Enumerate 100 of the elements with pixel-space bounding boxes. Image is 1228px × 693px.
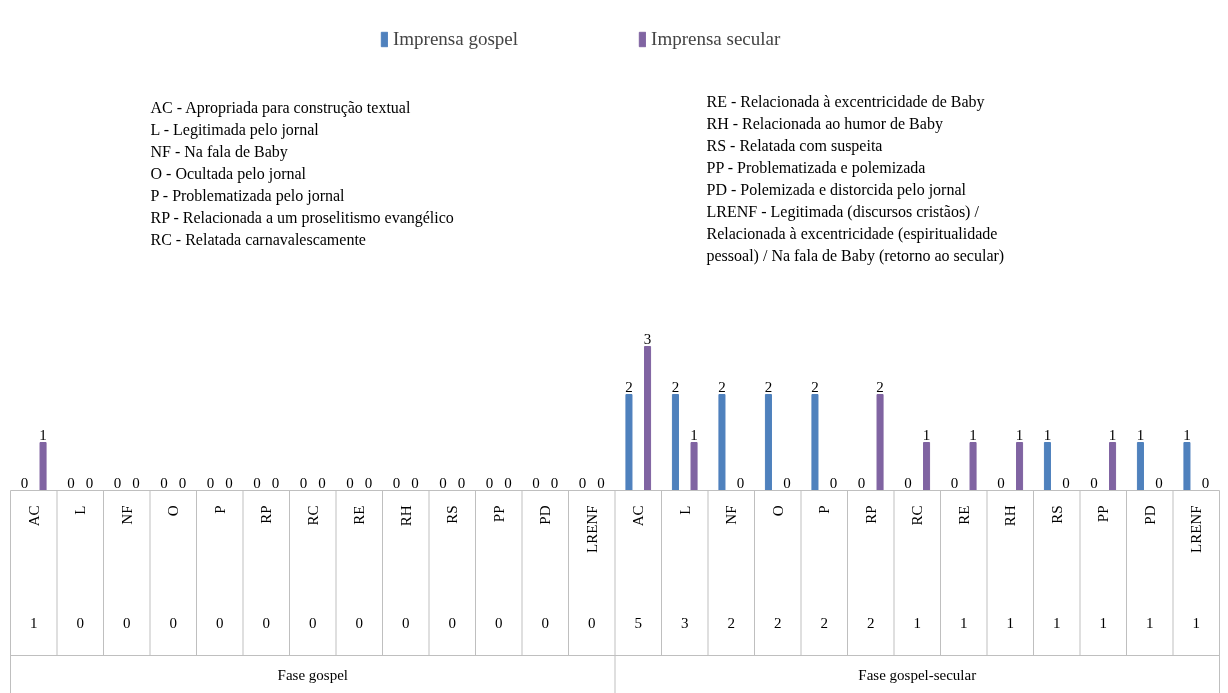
data-label: 1	[1108, 426, 1117, 443]
data-label: 0	[253, 474, 261, 491]
data-label: 2	[718, 378, 726, 395]
data-label: 0	[829, 474, 838, 491]
data-label: 0	[318, 474, 326, 491]
data-label: 0	[857, 474, 866, 491]
text: 0	[76, 614, 84, 631]
data-label: 0	[736, 474, 745, 491]
data-label: 0	[532, 474, 540, 491]
text: 0	[216, 614, 224, 631]
data-label: 0	[1062, 474, 1070, 491]
x-tick-label: LRENF	[583, 505, 600, 553]
data-label: 0	[299, 474, 308, 491]
data-label: 3	[643, 330, 652, 347]
data-label: 0	[457, 474, 466, 491]
data-label: 0	[411, 474, 419, 491]
data-label: 1	[1183, 426, 1191, 443]
data-label: 1	[1043, 426, 1052, 443]
x-tick-label: L	[72, 505, 89, 515]
text: 1	[960, 614, 968, 631]
data-label: 0	[550, 474, 559, 491]
data-label: 0	[20, 474, 29, 491]
x-tick-label: PP	[490, 505, 507, 523]
text: 0	[355, 614, 363, 631]
data-label: 0	[1201, 474, 1210, 491]
text: 0	[309, 614, 317, 631]
text: 0	[169, 614, 177, 631]
x-tick-label: P	[816, 505, 833, 514]
text: 0	[541, 614, 549, 631]
text: 0	[448, 614, 456, 631]
x-tick-label: L	[676, 505, 693, 515]
x-tick-label: RE	[351, 505, 368, 525]
data-label: 1	[1136, 426, 1145, 443]
x-tick-label: O	[769, 505, 786, 517]
data-label: 0	[132, 474, 140, 491]
text: 1	[1099, 614, 1107, 631]
text: RE - Relacionada à excentricidade de Baby RH - Relacionada ao humor de Baby RS - Relatada com suspeita PP - Problematizada e polemizada PD - Polemizada e distorcida pelo jornal LRENF - Legitimada (discursos cristãos) / Relacionada à excentricidade (espiritualidade pessoal) / Na fala de Baby (retorno ao secular)	[706, 92, 1005, 266]
x-tick-label: PD	[1141, 505, 1158, 525]
x-tick-label: RP	[258, 505, 275, 524]
text: AC - Apropriada para construção textual L - Legitimada pelo jornal NF - Na fala de Baby O - Ocultada pelo jornal P - Problematizada pelo jornal RP - Relacionada a um proselitismo evangélico RC - Relatada carnavalescamente	[150, 98, 454, 249]
text: 1	[1053, 614, 1061, 631]
text: 0	[588, 614, 596, 631]
data-label: 0	[178, 474, 187, 491]
data-label: 0	[160, 474, 168, 491]
x-tick-label: RC	[909, 505, 926, 526]
data-label: 0	[85, 474, 94, 491]
x-tick-label: LRENF	[1188, 505, 1205, 553]
text: 1	[1006, 614, 1014, 631]
text: 0	[495, 614, 503, 631]
data-label: 1	[969, 426, 977, 443]
text: 2	[727, 614, 735, 631]
data-label: 2	[625, 378, 633, 395]
data-label: 0	[439, 474, 447, 491]
data-label: 0	[783, 474, 791, 491]
text: 1	[1192, 614, 1200, 631]
x-tick-label: P	[211, 505, 228, 514]
legend-label: Imprensa secular	[651, 28, 781, 50]
text: 1	[913, 614, 921, 631]
data-label: 0	[392, 474, 401, 491]
x-tick-label: RE	[955, 505, 972, 525]
text: 0	[402, 614, 410, 631]
data-label: 0	[578, 474, 587, 491]
data-label: 1	[39, 426, 47, 443]
x-tick-label: PD	[537, 505, 554, 525]
x-tick-label: RS	[444, 505, 461, 524]
data-label: 0	[504, 474, 512, 491]
x-tick-label: AC	[25, 505, 42, 527]
text: 1	[30, 614, 38, 631]
data-label: 1	[1015, 426, 1024, 443]
text: 0	[123, 614, 131, 631]
text: 5	[634, 614, 642, 631]
x-tick-label: RC	[304, 505, 321, 526]
x-tick-label: RS	[1048, 505, 1065, 524]
text: 2	[820, 614, 828, 631]
x-tick-label: PP	[1095, 505, 1112, 523]
text: 0	[262, 614, 270, 631]
x-tick-label: RP	[862, 505, 879, 524]
data-label: 0	[67, 474, 75, 491]
x-tick-label: NF	[118, 505, 135, 525]
x-tick-label: RH	[397, 505, 414, 527]
data-label: 2	[764, 378, 773, 395]
text: 2	[774, 614, 782, 631]
x-tick-label: RH	[1002, 505, 1019, 527]
data-label: 0	[597, 474, 605, 491]
data-label: 1	[922, 426, 931, 443]
data-label: 0	[904, 474, 912, 491]
legend-label: Imprensa gospel	[393, 28, 519, 50]
text: 1	[1146, 614, 1154, 631]
data-label: 2	[876, 378, 884, 395]
x-tick-label: AC	[630, 505, 647, 527]
data-label: 0	[206, 474, 215, 491]
data-label: 1	[690, 426, 698, 443]
data-label: 0	[113, 474, 122, 491]
data-label: 0	[1155, 474, 1163, 491]
data-label: 0	[225, 474, 233, 491]
data-label: 0	[271, 474, 280, 491]
x-tick-label: NF	[723, 505, 740, 525]
data-label: 2	[811, 378, 819, 395]
text: 3	[681, 614, 689, 631]
data-label: 0	[950, 474, 959, 491]
